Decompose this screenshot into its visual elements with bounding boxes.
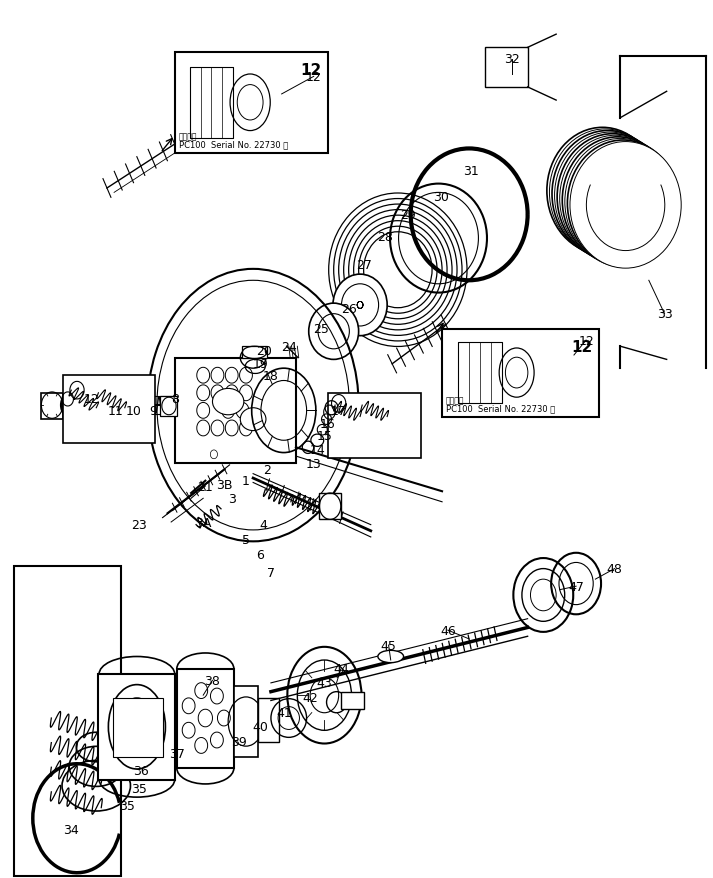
Text: 45: 45 [381, 639, 396, 651]
Text: 12: 12 [572, 339, 593, 354]
Text: 30: 30 [433, 191, 448, 204]
Ellipse shape [212, 389, 244, 415]
Ellipse shape [318, 314, 349, 349]
Text: 適用号機: 適用号機 [446, 396, 465, 405]
Ellipse shape [547, 128, 658, 255]
Bar [177, 669, 234, 768]
Text: 4: 4 [260, 519, 268, 531]
Text: 25: 25 [313, 323, 329, 335]
Text: 35: 35 [131, 782, 147, 795]
Text: 44: 44 [333, 663, 349, 675]
Text: 12: 12 [301, 62, 322, 77]
Text: 2: 2 [263, 464, 272, 476]
Bar [98, 674, 175, 780]
Text: PC100  Serial No. 22730 ～: PC100 Serial No. 22730 ～ [446, 404, 555, 413]
Ellipse shape [568, 140, 679, 267]
Ellipse shape [378, 651, 404, 663]
Text: 32: 32 [504, 54, 520, 66]
Ellipse shape [342, 284, 379, 327]
Text: 16: 16 [320, 418, 336, 430]
Text: 48: 48 [607, 563, 622, 575]
Text: 28: 28 [377, 231, 393, 243]
Text: 39: 39 [231, 736, 247, 748]
Ellipse shape [240, 408, 266, 431]
Ellipse shape [550, 130, 661, 256]
Text: 3A: 3A [195, 516, 211, 529]
Bar [190, 68, 233, 139]
Text: 29: 29 [400, 209, 416, 221]
Text: 21: 21 [198, 481, 213, 493]
Text: 23: 23 [131, 519, 147, 531]
Text: 31: 31 [463, 165, 478, 177]
Text: 3: 3 [227, 493, 236, 505]
Text: PC100  Serial No. 22730 ～: PC100 Serial No. 22730 ～ [179, 140, 288, 149]
Bar [41, 393, 63, 420]
Bar [234, 687, 258, 757]
Bar [341, 692, 364, 709]
Bar [175, 53, 328, 154]
Bar [319, 493, 341, 520]
Text: 12: 12 [306, 71, 322, 83]
Text: 43: 43 [317, 677, 332, 689]
Ellipse shape [309, 304, 359, 360]
Text: 33: 33 [657, 308, 672, 320]
Text: 27: 27 [356, 259, 371, 271]
Ellipse shape [557, 134, 668, 261]
Text: 41: 41 [276, 707, 292, 719]
Text: 14: 14 [309, 443, 325, 456]
Bar [160, 397, 177, 416]
Text: 3B: 3B [216, 479, 233, 491]
Text: 19: 19 [252, 358, 268, 371]
Ellipse shape [570, 142, 681, 269]
Text: 40: 40 [252, 721, 268, 733]
Bar [175, 358, 296, 464]
Text: 38: 38 [205, 674, 220, 687]
Text: 15: 15 [317, 430, 332, 443]
Bar [442, 329, 599, 417]
Ellipse shape [565, 140, 676, 266]
Text: 42: 42 [302, 692, 318, 704]
Text: 37: 37 [169, 747, 185, 759]
Text: 12: 12 [83, 393, 99, 406]
Ellipse shape [563, 138, 674, 264]
Circle shape [211, 452, 217, 457]
Text: 26: 26 [342, 303, 357, 315]
Text: 5: 5 [242, 534, 250, 546]
Text: 20: 20 [256, 345, 272, 357]
Text: 24: 24 [281, 341, 297, 353]
Text: 12: 12 [578, 335, 594, 347]
Text: 13: 13 [306, 457, 322, 470]
Bar [485, 48, 528, 88]
Text: 36: 36 [133, 765, 149, 777]
Bar [63, 376, 155, 443]
Text: 7: 7 [267, 566, 275, 579]
Ellipse shape [555, 133, 666, 259]
Ellipse shape [560, 136, 671, 263]
Text: 35: 35 [119, 800, 135, 812]
Text: 9: 9 [149, 405, 158, 417]
Text: 10: 10 [126, 405, 142, 417]
Bar [458, 342, 502, 404]
Text: 47: 47 [568, 580, 584, 593]
Text: 34: 34 [63, 824, 79, 836]
Text: 11: 11 [108, 405, 123, 417]
Ellipse shape [333, 275, 387, 336]
Text: 適用号機: 適用号機 [179, 133, 198, 141]
Text: 1: 1 [242, 475, 250, 487]
Ellipse shape [552, 132, 663, 258]
Bar [328, 393, 421, 458]
Text: 18: 18 [263, 370, 279, 382]
Text: 17: 17 [331, 405, 347, 417]
Text: 8: 8 [170, 393, 179, 406]
Text: 6: 6 [256, 549, 265, 561]
Bar [258, 698, 279, 742]
Text: 46: 46 [440, 624, 456, 637]
Bar [242, 347, 267, 358]
Bar [113, 698, 163, 757]
